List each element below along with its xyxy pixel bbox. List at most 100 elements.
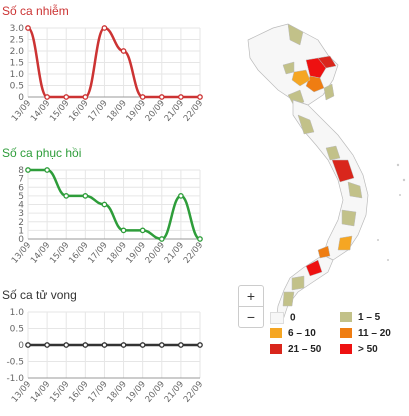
x-tick-label: 19/09 (125, 380, 148, 405)
x-tick-label: 22/09 (182, 99, 205, 124)
x-tick-label: 20/09 (144, 241, 167, 266)
map-province (305, 259, 323, 277)
x-tick-label: 18/09 (105, 99, 128, 124)
x-tick-label: 14/09 (29, 241, 52, 266)
data-point (139, 227, 146, 234)
data-point (158, 236, 165, 242)
y-tick-label: 0.5 (10, 82, 24, 92)
legend-swatch (340, 328, 352, 339)
zoom-in-button[interactable]: + (238, 285, 264, 307)
legend-item: 11 – 20 (340, 328, 391, 339)
x-tick-label: 16/09 (67, 241, 90, 266)
map-province (347, 181, 363, 199)
data-point (139, 342, 146, 348)
data-point (178, 94, 184, 100)
y-tick-label: 8 (18, 166, 24, 176)
y-tick-label: 2.5 (10, 36, 24, 46)
legend-item: 1 – 5 (340, 312, 380, 323)
x-tick-label: 14/09 (29, 99, 52, 124)
chart-title-infections: Số ca nhiễm (2, 4, 69, 18)
data-point (25, 167, 31, 173)
data-point (197, 342, 203, 348)
data-point (101, 342, 108, 348)
map-province (305, 57, 327, 79)
data-point (82, 342, 89, 348)
data-point (44, 342, 50, 348)
data-point (178, 342, 184, 348)
x-tick-label: 18/09 (105, 380, 128, 405)
x-tick-label: 15/09 (48, 241, 71, 266)
map-province (291, 275, 305, 291)
y-tick-label: 5 (18, 192, 24, 202)
map-province (337, 235, 353, 251)
x-tick-label: 15/09 (48, 380, 71, 405)
data-point (82, 193, 89, 199)
legend-swatch (340, 312, 352, 323)
map-province (317, 245, 331, 259)
x-tick-label: 19/09 (125, 241, 148, 266)
data-point (63, 193, 70, 199)
data-point (197, 236, 203, 242)
y-tick-label: -1.0 (6, 374, 24, 384)
x-tick-label: 20/09 (144, 99, 167, 124)
y-tick-label: 3.0 (10, 24, 25, 34)
x-tick-label: 16/09 (67, 99, 90, 124)
y-tick-label: 1.0 (10, 70, 25, 80)
map-province (331, 159, 355, 183)
x-tick-label: 13/09 (10, 241, 33, 266)
legend-item: 0 (270, 312, 296, 324)
x-tick-label: 17/09 (86, 380, 109, 405)
x-tick-label: 21/09 (163, 380, 186, 405)
x-tick-label: 21/09 (163, 241, 186, 266)
series-line (27, 168, 201, 241)
y-tick-label: 1.0 (10, 308, 25, 318)
data-point (25, 342, 31, 348)
chart-recoveries: 87654321013/0914/0915/0916/0917/0918/091… (10, 166, 205, 266)
data-point (158, 342, 165, 348)
y-tick-label: 0 (18, 235, 24, 245)
legend-swatch (270, 312, 284, 324)
y-tick-label: 0.5 (10, 325, 24, 335)
data-point (158, 94, 165, 100)
legend-item: 21 – 50 (270, 344, 321, 355)
data-point (101, 201, 108, 208)
x-tick-label: 21/09 (163, 99, 186, 124)
legend-item: 6 – 10 (270, 328, 316, 339)
x-tick-label: 18/09 (105, 241, 128, 266)
data-point (120, 227, 127, 234)
map-province (325, 145, 341, 161)
map-province (297, 114, 315, 135)
chart-title-recoveries: Số ca phục hồi (2, 146, 82, 160)
y-tick-label: 1 (18, 226, 24, 236)
x-tick-label: 20/09 (144, 380, 167, 405)
legend-swatch (270, 328, 282, 339)
chart-infections: 3.02.52.01.51.00.5013/0914/0915/0916/091… (10, 24, 206, 124)
x-tick-label: 16/09 (67, 380, 90, 405)
map-province (305, 75, 325, 93)
data-point (101, 25, 108, 31)
series-line (26, 26, 200, 99)
x-tick-label: 22/09 (182, 380, 205, 405)
y-tick-label: 1.5 (10, 59, 24, 69)
x-tick-label: 17/09 (86, 99, 109, 124)
map-province (282, 291, 295, 307)
zoom-out-button[interactable]: − (238, 307, 264, 328)
data-point (63, 94, 70, 100)
y-tick-label: 6 (18, 183, 24, 193)
data-point (44, 94, 50, 100)
y-tick-label: 0 (18, 93, 24, 103)
y-tick-label: 0 (18, 341, 24, 351)
x-tick-label: 19/09 (125, 99, 148, 124)
chart-deaths: 1.00.50-0.5-1.013/0914/0915/0916/0917/09… (6, 308, 205, 405)
data-point (120, 48, 127, 54)
data-point (25, 25, 31, 31)
data-point (82, 94, 89, 100)
data-point (120, 342, 127, 348)
vietnam-map[interactable] (228, 10, 409, 330)
map-province (291, 69, 311, 87)
legend-item: > 50 (340, 344, 378, 355)
y-tick-label: 3 (18, 209, 24, 219)
chart-title-deaths: Số ca tử vong (2, 288, 77, 302)
data-point (197, 94, 203, 100)
legend-swatch (270, 344, 282, 355)
